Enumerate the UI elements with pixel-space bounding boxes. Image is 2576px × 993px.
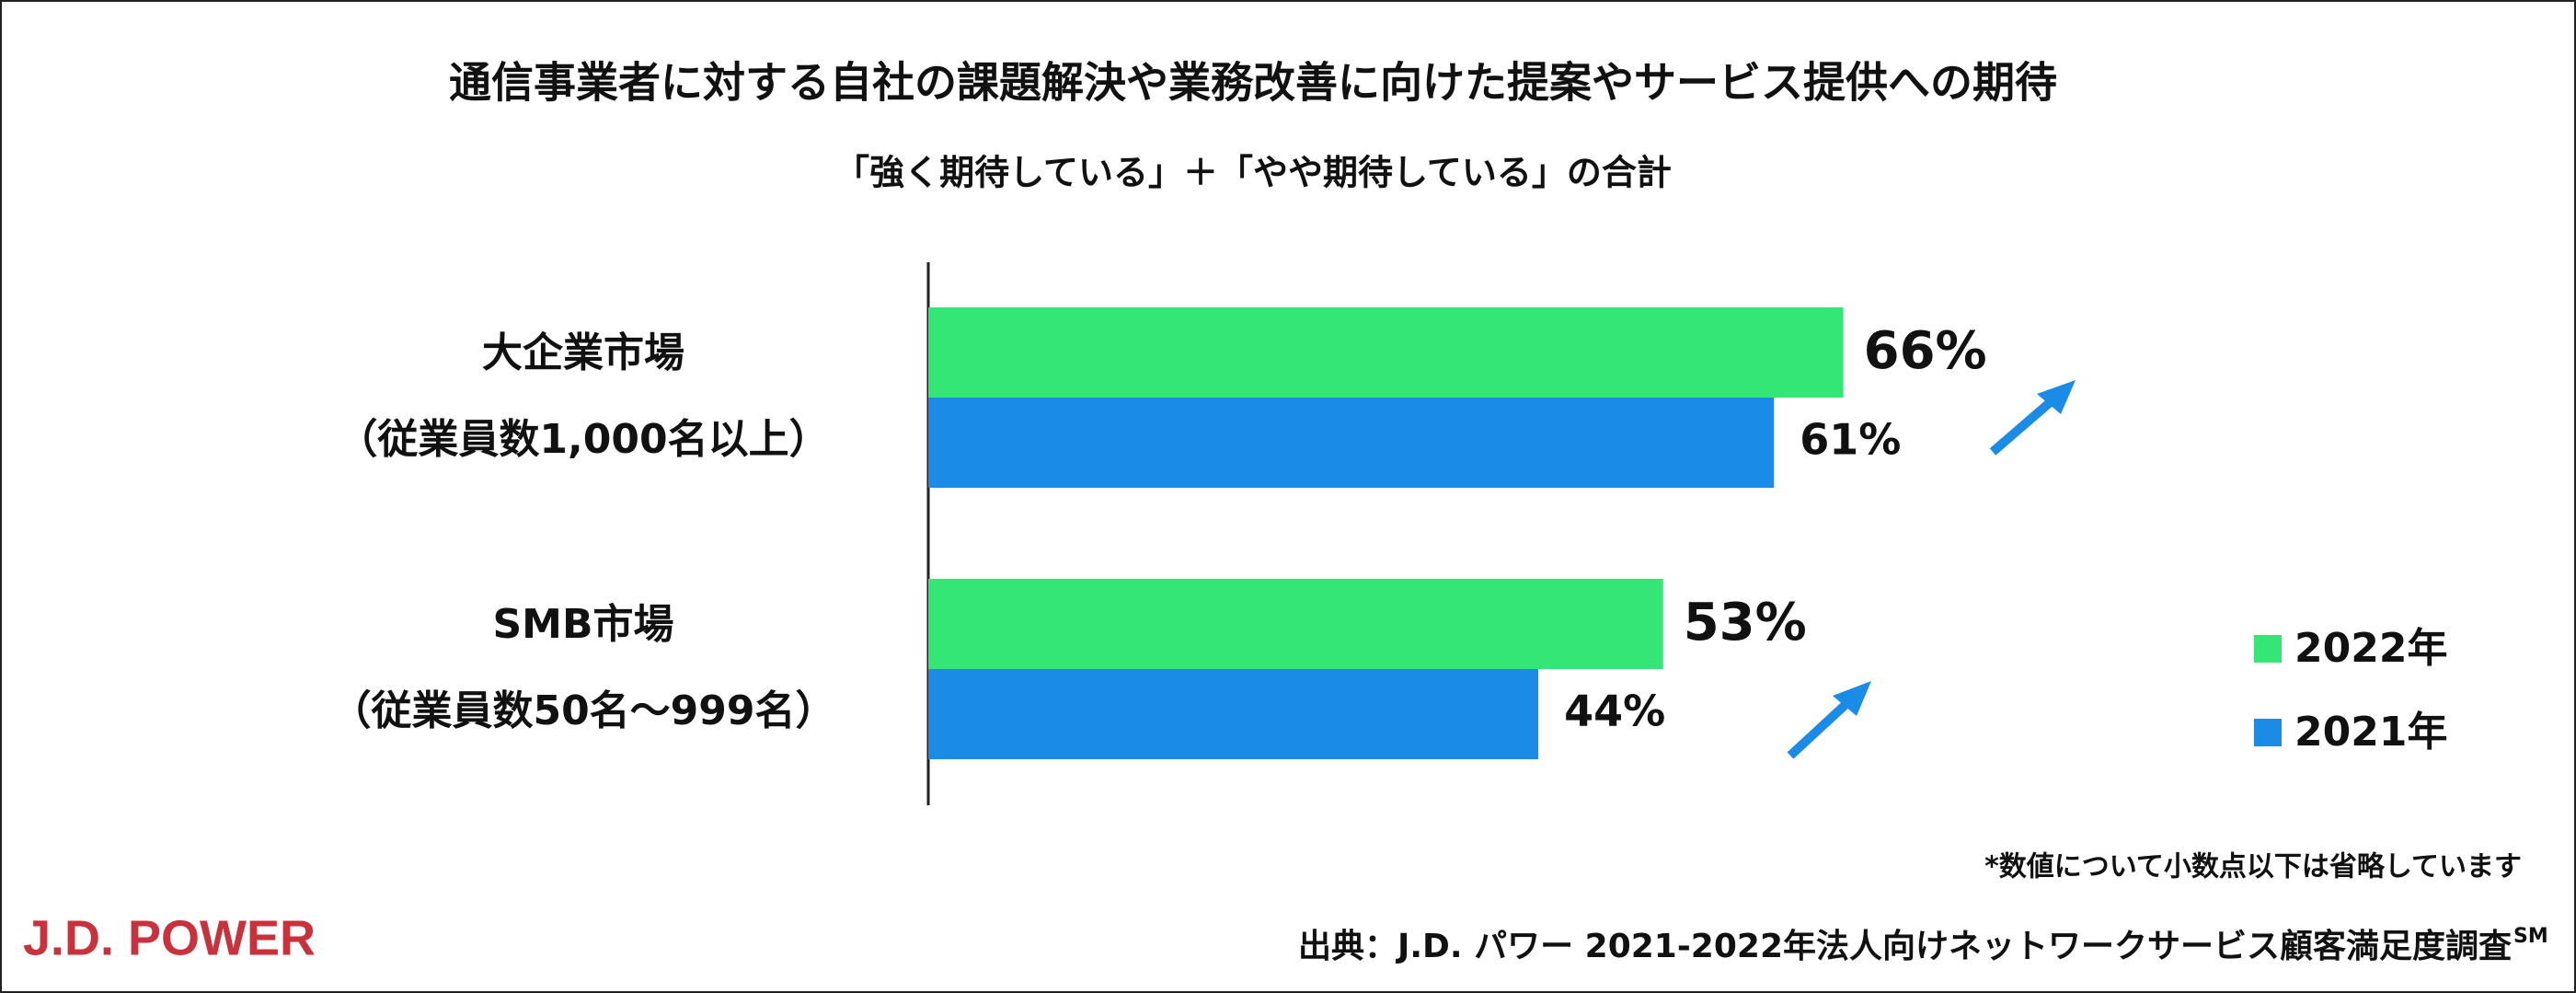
bar xyxy=(928,579,1663,669)
legend-label: 2022年 xyxy=(2294,625,2447,672)
chart-subtitle: 「強く期待している」＋「やや期待している」の合計 xyxy=(834,153,1672,193)
category-label: 大企業市場 xyxy=(482,329,684,376)
bar xyxy=(928,307,1844,398)
bar xyxy=(928,398,1775,488)
arrow xyxy=(1989,396,2057,456)
arrow-head xyxy=(1833,681,1871,716)
legend-swatch xyxy=(2254,635,2282,663)
category-label: SMB市場 xyxy=(492,601,673,648)
bar xyxy=(928,669,1539,759)
trend-arrows xyxy=(1787,380,2076,759)
value-label: 66% xyxy=(1864,321,1987,381)
value-label: 44% xyxy=(1564,687,1665,736)
arrow xyxy=(1787,698,1853,759)
chart-title: 通信事業者に対する自社の課題解決や業務改善に向けた提案やサービス提供への期待 xyxy=(449,58,2057,108)
logo: J.D. POWER xyxy=(23,910,316,965)
category-label: （従業員数1,000名以上） xyxy=(337,416,829,463)
value-label: 61% xyxy=(1800,415,1901,465)
value-label: 53% xyxy=(1684,593,1807,652)
arrow-head xyxy=(2037,380,2076,414)
legend-swatch xyxy=(2254,719,2282,746)
category-label: （従業員数50名～999名） xyxy=(330,687,835,734)
source: 出典：J.D. パワー 2021-2022年法人向けネットワークサービス顧客満足… xyxy=(1298,928,2512,965)
legend-label: 2021年 xyxy=(2294,709,2447,756)
footnote: *数値について小数点以下は省略しています xyxy=(1984,851,2522,883)
source-mark: SM xyxy=(2513,925,2548,948)
